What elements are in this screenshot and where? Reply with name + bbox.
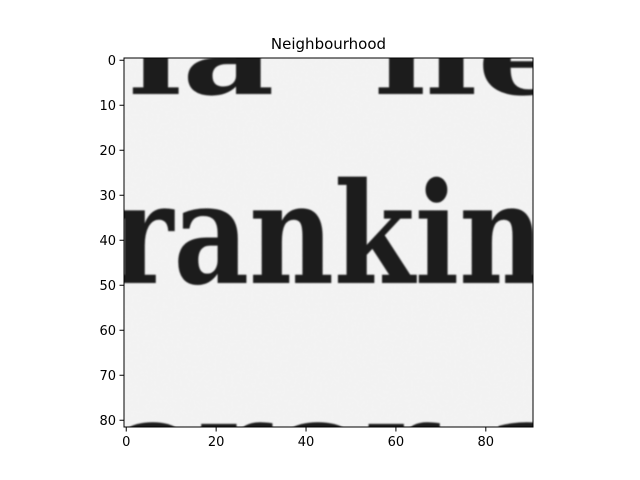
paper-texture: [124, 58, 533, 427]
y-tick-label: 30: [99, 189, 116, 204]
x-tick-label: 40: [298, 435, 315, 450]
x-tick-label: 80: [478, 435, 495, 450]
y-tick-label: 70: [99, 369, 116, 384]
image-text-middle: rankin: [112, 153, 544, 317]
x-tick-label: 0: [122, 435, 130, 450]
y-tick-label: 20: [99, 144, 116, 159]
image-text-bottom: eror a: [108, 378, 578, 480]
y-tick-label: 0: [108, 54, 116, 69]
image-text-top: ia ne: [128, 0, 568, 121]
x-axis: 0 20 40 60 80: [122, 427, 494, 450]
x-tick-label: 20: [208, 435, 225, 450]
y-axis: 0 10 20 30 40 50 60 70 80: [99, 54, 124, 429]
chart-title: Neighbourhood: [271, 35, 386, 53]
y-tick-label: 10: [99, 99, 116, 114]
y-tick-label: 40: [99, 234, 116, 249]
y-tick-label: 60: [99, 324, 116, 339]
y-tick-label: 50: [99, 279, 116, 294]
y-tick-label: 80: [99, 414, 116, 429]
image-area: ia ne rankin eror a: [108, 0, 578, 480]
x-tick-label: 60: [388, 435, 405, 450]
plot-frame: [123, 57, 534, 428]
